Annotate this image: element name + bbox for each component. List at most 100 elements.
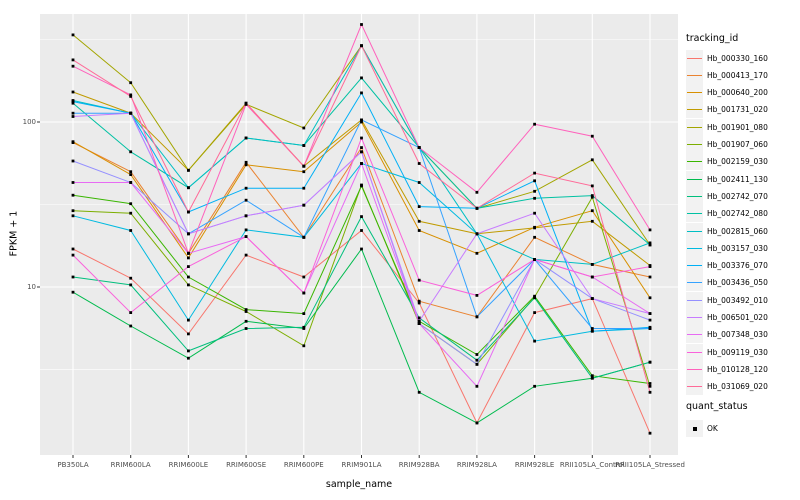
data-point (360, 120, 363, 124)
legend-key-swatch (686, 274, 703, 292)
data-point (360, 184, 363, 188)
legend-entry-label: Hb_006501_020 (707, 313, 768, 322)
legend-key-swatch (686, 205, 703, 223)
data-point (302, 325, 306, 329)
data-point (417, 390, 421, 394)
data-point (533, 226, 536, 230)
data-point (244, 308, 248, 311)
legend-key-swatch (686, 84, 703, 102)
data-point (590, 374, 594, 378)
data-point (187, 186, 190, 190)
data-point (648, 382, 652, 385)
data-point (187, 349, 190, 353)
data-point (129, 95, 133, 98)
line-swatch-icon (687, 282, 702, 284)
legend-entry: Hb_000330_160 (686, 49, 768, 67)
data-point (533, 294, 536, 298)
line-swatch-icon (687, 74, 702, 76)
data-point (648, 243, 652, 247)
data-point (590, 297, 594, 300)
data-point (302, 291, 306, 295)
data-point (417, 322, 421, 325)
data-point (475, 362, 479, 366)
data-point (129, 311, 133, 314)
data-point (244, 228, 248, 232)
x-tick-label: RRIM901LA (341, 461, 382, 469)
legend-key-swatch (686, 239, 703, 257)
line-swatch-icon (687, 351, 702, 353)
data-point (129, 93, 133, 97)
legend-key-swatch (686, 66, 703, 84)
legend-entry: Hb_002742_070 (686, 187, 768, 205)
data-point (244, 198, 248, 202)
line-swatch-icon (687, 368, 702, 370)
data-point (71, 253, 75, 257)
data-point (590, 134, 594, 138)
data-point (475, 421, 479, 425)
data-point (590, 327, 594, 330)
data-point (475, 353, 479, 356)
data-point (648, 431, 652, 435)
data-point (302, 312, 306, 315)
data-point (417, 319, 421, 323)
data-point (417, 205, 421, 208)
data-point (648, 318, 652, 322)
legend-entry-label: Hb_002742_070 (707, 191, 768, 201)
data-point (302, 186, 306, 190)
data-point (648, 384, 652, 388)
line-swatch-icon (687, 386, 702, 388)
data-point (244, 160, 248, 164)
legend-key-swatch (686, 291, 703, 309)
line-swatch-icon (687, 299, 702, 301)
legend-key-swatch (686, 326, 703, 344)
legend-key-swatch (686, 309, 703, 326)
data-point (302, 275, 306, 279)
data-point (129, 111, 133, 115)
data-point (71, 90, 75, 94)
data-point (360, 91, 363, 95)
data-point (302, 235, 306, 239)
data-point (533, 311, 536, 314)
data-point (71, 275, 75, 279)
data-point (187, 356, 190, 360)
data-point (71, 58, 75, 62)
x-tick-label: RRIM600LE (168, 461, 209, 469)
legend-key-swatch (686, 222, 703, 240)
legend-entry-label: Hb_000640_200 (707, 88, 768, 98)
legend-key-swatch (686, 170, 703, 188)
legend-key-swatch (686, 378, 703, 396)
data-point (244, 163, 248, 167)
data-point (417, 316, 421, 320)
data-point (360, 150, 363, 154)
data-point (129, 283, 133, 287)
x-tick-label: RRIM928BA (398, 461, 440, 469)
legend-entry-label: Hb_001907_060 (707, 140, 768, 149)
x-tick-label: RRIM928LE (514, 461, 555, 469)
data-point (244, 186, 248, 190)
data-point (533, 211, 536, 215)
data-point (71, 247, 75, 251)
data-point (590, 195, 594, 199)
legend-entry-label: Hb_000413_170 (707, 70, 768, 80)
data-point (648, 390, 652, 394)
data-point (533, 235, 536, 239)
x-tick-label: PB350LA (57, 461, 89, 469)
data-point (360, 146, 363, 149)
data-point (648, 296, 652, 300)
data-point (533, 196, 536, 200)
data-point (302, 170, 306, 174)
legend-key-swatch (686, 136, 703, 153)
legend-key-swatch (686, 101, 703, 119)
legend-entry-label: Hb_000330_160 (707, 53, 768, 63)
legend-entry-label: Hb_003157_030 (707, 243, 768, 253)
data-point (475, 251, 479, 255)
legend-entry: Hb_001731_020 (686, 101, 768, 119)
data-point (187, 232, 190, 236)
data-point (71, 193, 75, 197)
data-point (71, 209, 75, 213)
data-point (417, 146, 421, 149)
data-point (244, 214, 248, 218)
data-point (475, 315, 479, 319)
data-point (71, 115, 75, 118)
data-point (187, 283, 190, 287)
